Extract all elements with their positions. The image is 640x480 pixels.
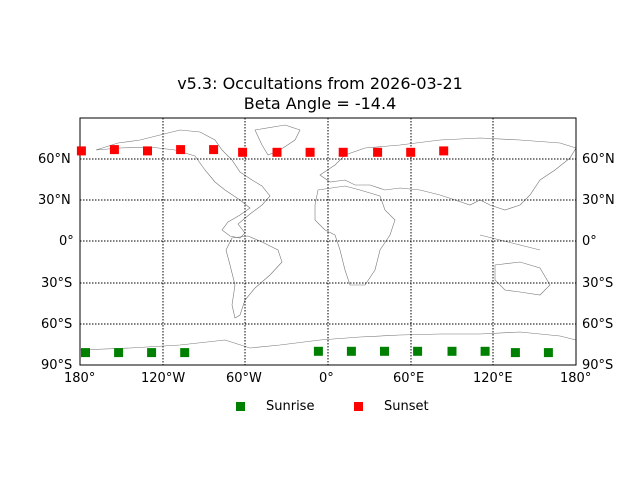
ytick-left-60n: 60°N <box>38 152 71 167</box>
sunrise-marker <box>543 348 553 358</box>
data-markers <box>76 145 553 358</box>
xtick-180e: 180° <box>560 371 592 386</box>
xtick-120e: 120°E <box>473 371 513 386</box>
sunrise-marker <box>346 346 356 356</box>
xtick-0: 0° <box>319 371 334 386</box>
sunrise-marker <box>114 348 124 358</box>
sunrise-marker <box>480 346 490 356</box>
gridlines <box>80 118 576 365</box>
coastlines <box>79 124 577 351</box>
ytick-left-60s: 60°S <box>41 317 73 332</box>
legend-label-sunset: Sunset <box>384 399 429 414</box>
sunrise-marker <box>510 348 520 358</box>
sunrise-marker-icon <box>236 402 245 411</box>
sunset-marker <box>176 145 186 155</box>
plot-frame <box>79 117 577 366</box>
xtick-120w: 120°W <box>141 371 186 386</box>
sunrise-marker <box>147 348 157 358</box>
legend-label-sunrise: Sunrise <box>266 399 315 414</box>
sunset-marker <box>272 147 282 157</box>
sunrise-marker <box>447 346 457 356</box>
ytick-right-0: 0° <box>582 234 597 249</box>
sunset-marker <box>439 146 449 156</box>
ytick-right-60s: 60°S <box>582 317 614 332</box>
xtick-60w: 60°W <box>226 371 262 386</box>
sunrise-marker <box>313 346 323 356</box>
sunrise-marker <box>180 348 190 358</box>
ytick-right-30s: 30°S <box>582 276 614 291</box>
sunset-marker <box>109 145 119 155</box>
legend-item-sunrise: Sunrise <box>236 399 314 414</box>
ytick-right-60n: 60°N <box>582 152 615 167</box>
legend: Sunrise Sunset <box>0 399 640 419</box>
sunrise-marker <box>413 346 423 356</box>
sunset-marker <box>209 145 219 155</box>
xtick-180w: 180° <box>64 371 96 386</box>
sunset-marker <box>143 146 152 156</box>
ytick-right-90s: 90°S <box>582 358 614 373</box>
sunset-marker <box>373 147 383 157</box>
chart-subtitle: Beta Angle = -14.4 <box>243 94 397 113</box>
ytick-left-90s: 90°S <box>41 358 73 373</box>
sunrise-marker <box>380 346 389 356</box>
sunrise-marker <box>81 348 90 358</box>
sunset-marker <box>238 147 248 157</box>
sunset-marker <box>406 147 416 157</box>
ytick-left-0: 0° <box>59 234 74 249</box>
legend-item-sunset: Sunset <box>354 399 429 414</box>
sunset-marker <box>338 147 348 157</box>
ytick-left-30s: 30°S <box>41 276 73 291</box>
chart-title: v5.3: Occultations from 2026-03-21 <box>177 74 463 93</box>
xtick-60e: 60°E <box>393 371 425 386</box>
ytick-right-30n: 30°N <box>582 193 615 208</box>
sunset-marker-icon <box>354 402 363 411</box>
sunset-marker <box>76 146 86 156</box>
ytick-left-30n: 30°N <box>38 193 71 208</box>
sunset-marker <box>305 147 315 157</box>
